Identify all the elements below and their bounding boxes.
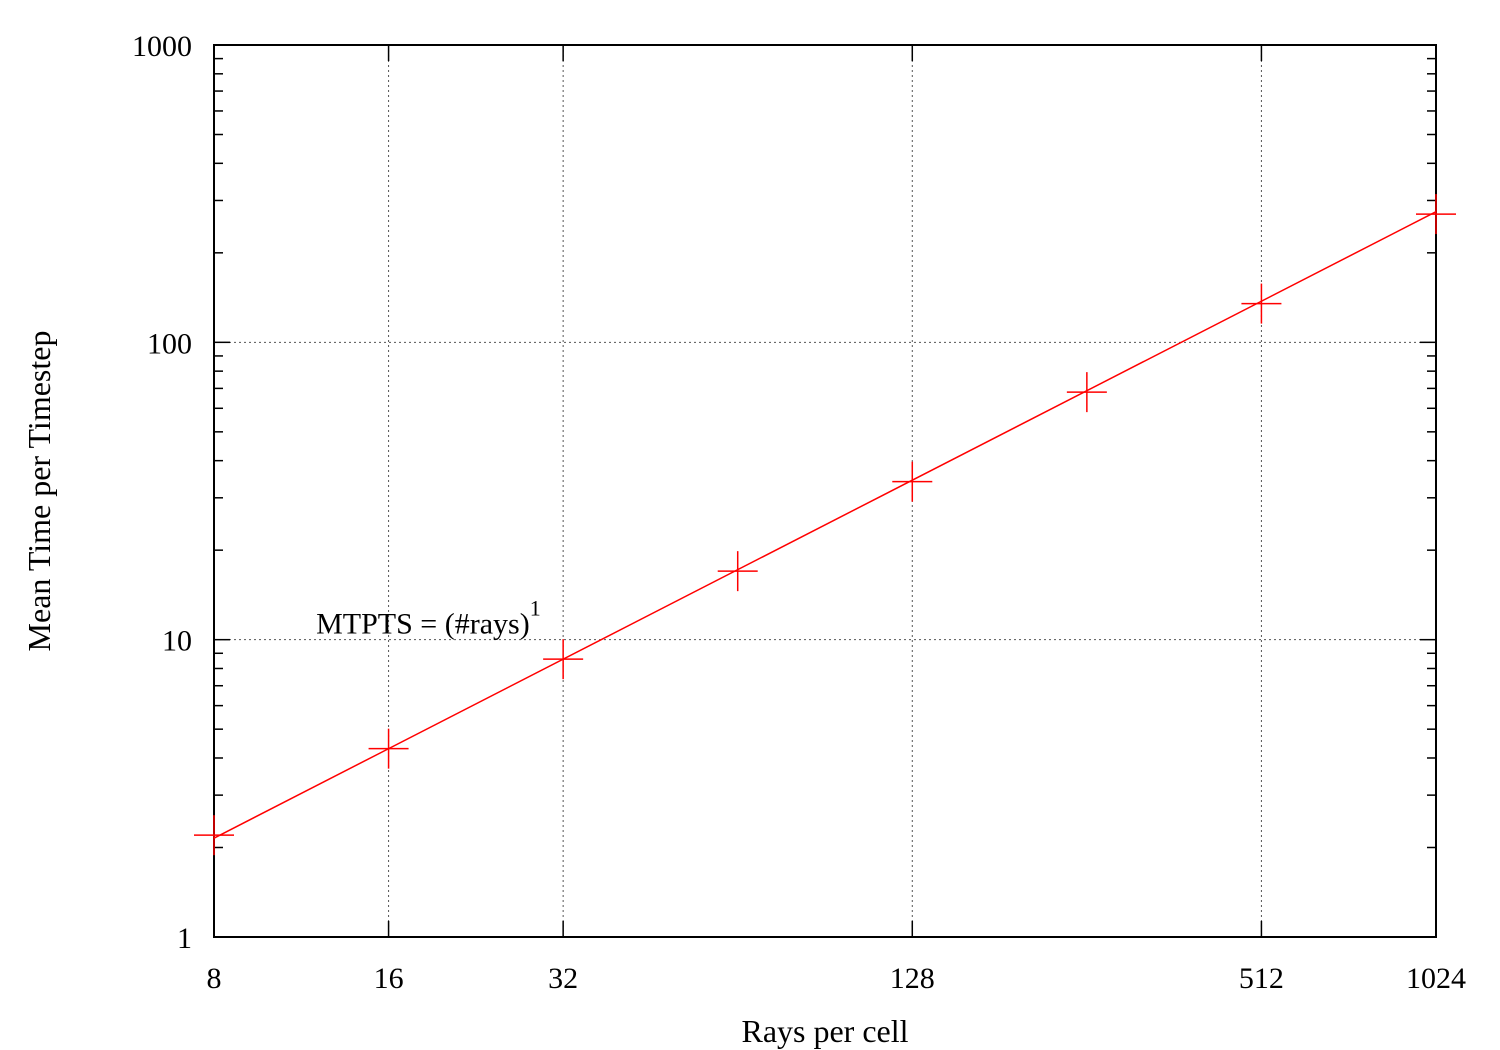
minor-ticks bbox=[214, 57, 1436, 849]
data-point bbox=[1066, 372, 1107, 413]
y-tick-label: 1000 bbox=[132, 30, 192, 63]
x-tick-label: 16 bbox=[374, 962, 404, 995]
y-tick-label: 10 bbox=[162, 625, 192, 658]
grid-lines bbox=[214, 45, 1436, 937]
x-tick-labels: 8 16 32 128 512 1024 bbox=[207, 962, 1467, 995]
y-tick-label: 100 bbox=[147, 327, 192, 360]
x-tick-label: 8 bbox=[207, 962, 222, 995]
y-axis-title: Mean Time per Timestep bbox=[21, 331, 57, 652]
data-point bbox=[543, 639, 584, 680]
fit-annotation-exponent: 1 bbox=[530, 595, 541, 620]
x-axis-title: Rays per cell bbox=[741, 1013, 908, 1049]
data-point bbox=[1416, 194, 1456, 235]
data-point bbox=[194, 815, 234, 856]
y-tick-labels: 1 10 100 1000 bbox=[132, 30, 192, 955]
data-point bbox=[1241, 283, 1282, 324]
y-tick-label: 1 bbox=[177, 922, 192, 955]
x-tick-label: 32 bbox=[548, 962, 578, 995]
x-tick-label: 512 bbox=[1239, 962, 1284, 995]
series-layer bbox=[194, 194, 1456, 856]
data-point bbox=[717, 551, 758, 592]
data-point bbox=[892, 461, 933, 502]
x-tick-label: 1024 bbox=[1406, 962, 1466, 995]
fit-annotation: MTPTS = (#rays)1 bbox=[316, 595, 541, 640]
data-point bbox=[368, 728, 409, 769]
fit-line bbox=[213, 211, 1437, 839]
fit-annotation-text: MTPTS = (#rays) bbox=[316, 607, 530, 640]
plot-frame bbox=[213, 44, 1437, 938]
major-ticks bbox=[213, 44, 1437, 938]
x-tick-label: 128 bbox=[890, 962, 935, 995]
